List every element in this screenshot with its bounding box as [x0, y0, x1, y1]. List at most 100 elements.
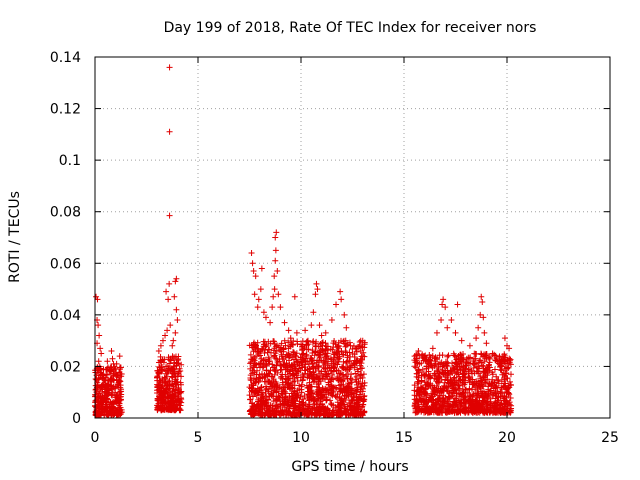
data-point	[422, 356, 429, 363]
data-point	[260, 411, 267, 418]
data-point	[423, 371, 430, 378]
data-point	[262, 314, 269, 321]
data-point	[116, 412, 123, 419]
data-point	[333, 350, 340, 357]
data-point	[502, 386, 509, 393]
data-point	[291, 349, 298, 356]
y-tick-label: 0.06	[50, 256, 81, 272]
data-point	[118, 386, 125, 393]
data-point	[461, 394, 468, 401]
data-point	[317, 352, 324, 359]
data-point	[325, 356, 332, 363]
data-point	[471, 370, 478, 377]
data-point	[315, 395, 322, 402]
data-point	[162, 386, 169, 393]
data-point	[301, 392, 308, 399]
data-point	[451, 399, 458, 406]
data-point	[340, 365, 347, 372]
data-point	[434, 367, 441, 374]
data-point	[482, 380, 489, 387]
y-tick-label: 0.04	[50, 308, 81, 324]
data-point	[335, 409, 342, 416]
data-point	[251, 411, 258, 418]
data-point	[288, 341, 295, 348]
data-point	[109, 392, 116, 399]
data-point	[492, 384, 499, 391]
data-point	[291, 361, 298, 368]
data-point	[320, 372, 327, 379]
data-point	[118, 406, 125, 413]
data-point	[462, 409, 469, 416]
data-point	[109, 355, 116, 362]
data-point	[327, 378, 334, 385]
data-point	[443, 387, 450, 394]
data-point	[463, 355, 470, 362]
data-point	[251, 369, 258, 376]
data-point	[322, 329, 329, 336]
data-point	[351, 397, 358, 404]
data-point	[456, 407, 463, 414]
data-point	[113, 376, 120, 383]
data-point	[480, 314, 487, 321]
data-point	[250, 268, 257, 275]
data-point	[310, 309, 317, 316]
data-point	[354, 366, 361, 373]
data-point	[291, 409, 298, 416]
data-point	[436, 392, 443, 399]
data-point	[335, 343, 342, 350]
data-point	[429, 345, 436, 352]
data-point	[271, 273, 278, 280]
data-point	[499, 409, 506, 416]
data-point	[316, 322, 323, 329]
data-point	[312, 291, 319, 298]
data-point	[271, 353, 278, 360]
data-point	[498, 367, 505, 374]
data-point	[313, 359, 320, 366]
data-point	[101, 405, 108, 412]
data-point	[170, 355, 177, 362]
data-point	[452, 395, 459, 402]
data-point	[502, 380, 509, 387]
data-point	[159, 337, 166, 344]
data-point	[501, 374, 508, 381]
data-point	[336, 355, 343, 362]
data-point	[329, 385, 336, 392]
data-point	[440, 371, 447, 378]
data-point	[319, 375, 326, 382]
data-point	[333, 367, 340, 374]
data-point	[312, 365, 319, 372]
data-point	[476, 394, 483, 401]
data-point	[253, 387, 260, 394]
data-point	[172, 387, 179, 394]
data-point	[333, 301, 340, 308]
data-point	[498, 384, 505, 391]
data-point	[489, 369, 496, 376]
data-point	[308, 383, 315, 390]
data-point	[358, 371, 365, 378]
data-point	[323, 343, 330, 350]
data-point	[166, 406, 173, 413]
data-point	[293, 394, 300, 401]
data-point	[161, 405, 168, 412]
data-point	[424, 381, 431, 388]
data-point	[347, 342, 354, 349]
data-point	[104, 370, 110, 377]
data-point	[289, 385, 296, 392]
data-point	[443, 402, 450, 409]
data-point	[259, 409, 266, 416]
data-point	[279, 371, 286, 378]
data-point	[500, 406, 507, 413]
data-point	[155, 382, 162, 389]
data-point	[266, 370, 273, 377]
data-point	[501, 359, 508, 366]
data-point	[315, 389, 322, 396]
data-point	[254, 304, 261, 311]
data-point	[250, 412, 257, 419]
data-point	[471, 409, 478, 416]
data-point	[108, 363, 115, 370]
data-point	[299, 377, 306, 384]
data-point	[338, 296, 345, 303]
data-point	[290, 348, 297, 355]
data-point	[323, 406, 330, 413]
data-point	[113, 411, 120, 418]
